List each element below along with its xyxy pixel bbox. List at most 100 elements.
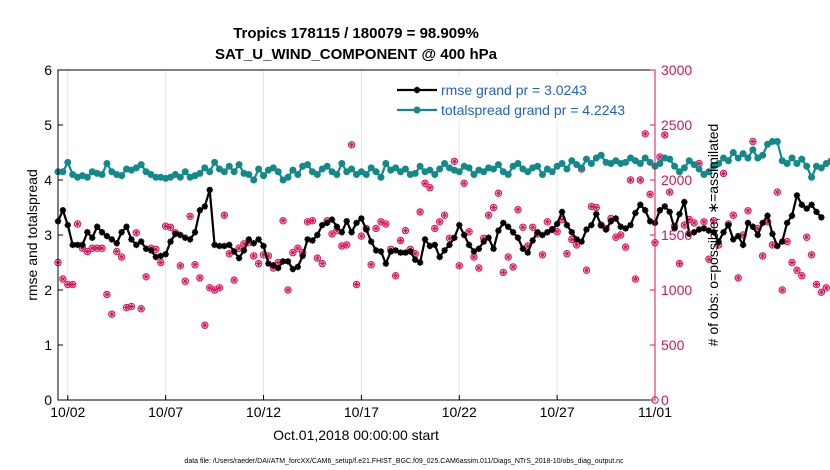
totalspread-marker xyxy=(235,161,243,169)
totalspread-marker xyxy=(646,158,654,166)
obs-point xyxy=(631,275,640,283)
rmse-marker xyxy=(123,223,130,230)
obs-possible-marker xyxy=(514,206,522,214)
obs-possible-marker xyxy=(250,252,258,260)
obs-possible-marker xyxy=(793,266,801,274)
obs-assimilated-marker xyxy=(109,311,115,317)
obs-assimilated-marker xyxy=(432,225,438,231)
rmse-marker xyxy=(299,252,306,260)
obs-assimilated-marker xyxy=(197,275,203,281)
obs-possible-marker xyxy=(563,250,571,258)
obs-point xyxy=(401,226,410,235)
totalspread-marker xyxy=(582,155,590,163)
obs-assimilated-marker xyxy=(716,242,722,248)
obs-assimilated-marker xyxy=(79,245,86,251)
obs-point xyxy=(294,244,302,252)
totalspread-marker xyxy=(749,146,757,154)
rmse-marker xyxy=(441,247,448,254)
obs-point xyxy=(103,290,111,299)
obs-assimilated-marker xyxy=(745,208,751,214)
rmse-marker xyxy=(744,219,752,227)
obs-point xyxy=(773,188,782,196)
rmse-marker xyxy=(387,248,394,255)
rmse-marker xyxy=(446,241,453,249)
rmse-marker xyxy=(725,221,732,229)
obs-assimilated-marker xyxy=(559,217,565,223)
rmse-marker xyxy=(681,198,688,206)
obs-point xyxy=(201,321,209,329)
obs-point xyxy=(617,231,625,239)
totalspread-marker xyxy=(490,165,498,173)
y-axis-ticks: 0 1 2 3 4 5 6 xyxy=(44,62,63,408)
obs-assimilated-marker xyxy=(182,278,188,284)
rmse-marker xyxy=(720,229,727,236)
obs-assimilated-marker xyxy=(114,248,120,255)
totalspread-marker xyxy=(597,151,605,159)
totalspread-marker xyxy=(695,165,703,173)
legend: rmse grand pr = 3.0243 totalspread grand… xyxy=(392,76,650,122)
obs-possible-marker xyxy=(421,179,429,188)
obs-assimilated-marker xyxy=(207,285,213,291)
rmse-marker xyxy=(226,241,233,249)
totalspread-marker xyxy=(690,161,698,169)
obs-possible-marker xyxy=(113,247,121,256)
rmse-marker xyxy=(480,238,487,245)
totalspread-marker xyxy=(568,157,576,165)
obs-assimilated-marker xyxy=(818,289,824,295)
rmse-marker xyxy=(265,260,272,267)
obs-point xyxy=(636,176,645,184)
rmse-marker xyxy=(759,219,766,227)
obs-assimilated-marker xyxy=(515,207,521,213)
rmse-marker xyxy=(328,216,336,223)
rmse-marker xyxy=(798,201,806,208)
obs-possible-marker xyxy=(127,302,136,311)
rmse-marker xyxy=(803,205,810,212)
rmse-marker xyxy=(230,248,238,255)
obs-assimilated-marker xyxy=(720,170,727,176)
totalspread-marker xyxy=(201,164,209,172)
obs-point xyxy=(313,254,322,262)
rmse-marker xyxy=(739,241,747,249)
obs-possible-marker xyxy=(450,157,459,166)
obs-possible-marker xyxy=(230,276,238,284)
rmse-marker xyxy=(436,253,443,261)
totalspread-marker xyxy=(137,161,145,169)
obs-possible-marker xyxy=(700,218,708,226)
rmse-marker xyxy=(279,258,287,265)
obs-point xyxy=(421,179,429,188)
obs-point xyxy=(612,233,620,241)
obs-point xyxy=(152,245,160,254)
rmse-marker xyxy=(465,241,473,249)
obs-assimilated-marker xyxy=(564,251,570,257)
totalspread-marker xyxy=(680,164,688,172)
rmse-marker xyxy=(495,227,502,234)
obs-assimilated-marker xyxy=(740,232,746,238)
rmse-marker xyxy=(289,265,297,273)
rmse-marker xyxy=(304,236,311,243)
obs-point xyxy=(68,280,77,289)
rmse-marker xyxy=(182,234,189,241)
obs-assimilated-marker xyxy=(505,254,511,260)
obs-possible-marker xyxy=(137,305,145,313)
totalspread-marker xyxy=(798,155,806,163)
obs-point xyxy=(391,272,400,280)
obs-possible-marker xyxy=(83,247,92,256)
obs-assimilated-marker xyxy=(486,212,492,218)
obs-possible-marker xyxy=(592,203,600,212)
obs-point xyxy=(289,248,297,257)
obs-possible-marker xyxy=(352,280,361,289)
legend-totalspread-sample xyxy=(397,106,437,114)
rmse-marker xyxy=(451,234,458,241)
obs-possible-marker xyxy=(641,130,649,138)
rmse-marker xyxy=(348,229,355,236)
obs-assimilated-marker xyxy=(691,220,697,226)
totalspread-marker xyxy=(333,171,341,178)
y2-axis-ticks: 0 500 1000 1500 2000 2500 3000 xyxy=(650,62,692,408)
rmse-marker xyxy=(157,252,164,260)
obs-possible-marker xyxy=(812,280,821,289)
obs-assimilated-marker xyxy=(799,273,805,279)
obs-point xyxy=(641,130,649,138)
y2-tick-label: 500 xyxy=(661,337,685,353)
obs-assimilated-marker xyxy=(353,281,360,288)
obs-assimilated-marker xyxy=(623,244,629,250)
